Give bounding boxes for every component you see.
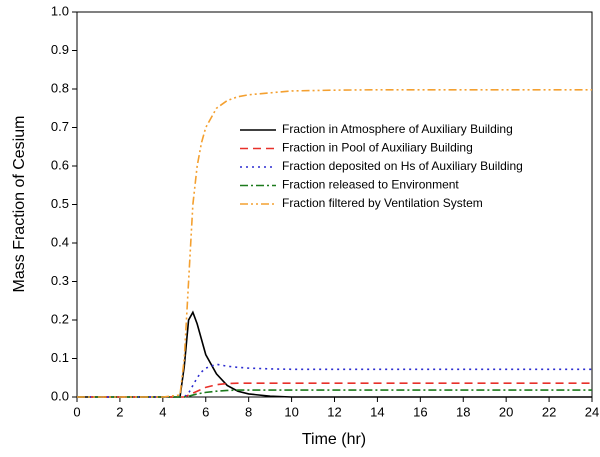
x-tick-label: 24 (585, 404, 599, 419)
x-tick-label: 4 (159, 404, 166, 419)
x-tick-label: 12 (327, 404, 341, 419)
series-line (77, 363, 592, 398)
y-tick-label: 0.8 (51, 80, 69, 95)
x-tick-label: 10 (284, 404, 298, 419)
x-tick-label: 14 (370, 404, 384, 419)
legend-label: Fraction filtered by Ventilation System (282, 196, 483, 210)
legend-label: Fraction in Pool of Auxiliary Building (282, 141, 473, 155)
y-tick-label: 0.0 (51, 388, 69, 403)
series-line (77, 310, 592, 398)
x-tick-label: 2 (116, 404, 123, 419)
y-tick-label: 0.3 (51, 273, 69, 288)
series-line (77, 88, 592, 398)
y-tick-label: 1.0 (51, 3, 69, 18)
x-tick-label: 22 (542, 404, 556, 419)
y-tick-label: 0.4 (51, 234, 69, 249)
x-tick-label: 0 (73, 404, 80, 419)
y-tick-label: 0.6 (51, 157, 69, 172)
x-tick-label: 20 (499, 404, 513, 419)
y-axis-title: Mass Fraction of Cesium (11, 116, 28, 293)
legend-label: Fraction in Atmosphere of Auxiliary Buil… (282, 122, 513, 136)
y-tick-label: 0.5 (51, 196, 69, 211)
legend-label: Fraction deposited on Hs of Auxiliary Bu… (282, 159, 523, 173)
legend-label: Fraction released to Environment (282, 178, 459, 192)
y-tick-label: 0.1 (51, 350, 69, 365)
x-tick-label: 16 (413, 404, 427, 419)
x-tick-label: 6 (202, 404, 209, 419)
series-line (77, 389, 592, 398)
y-tick-label: 0.9 (51, 42, 69, 57)
y-tick-label: 0.7 (51, 119, 69, 134)
x-tick-label: 18 (456, 404, 470, 419)
x-tick-label: 8 (245, 404, 252, 419)
x-axis-title: Time (hr) (302, 431, 366, 448)
y-tick-label: 0.2 (51, 311, 69, 326)
